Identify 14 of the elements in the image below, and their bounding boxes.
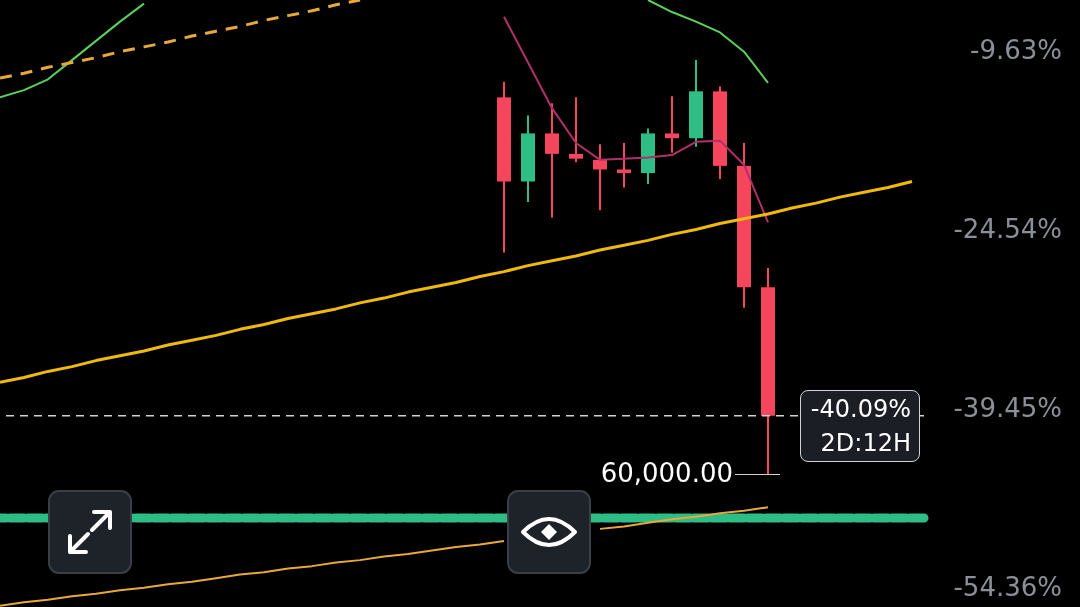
annotation: 2D:12H (819, 428, 912, 457)
ref-line-label: -40.09% (809, 394, 912, 423)
line-series (0, 0, 362, 80)
candlestick (617, 142, 631, 189)
y-tick-label: -9.63% (970, 34, 1062, 65)
candlestick (569, 96, 583, 164)
line-series (503, 15, 769, 224)
y-tick-label: -54.36% (953, 572, 1062, 603)
line-series (0, 180, 914, 384)
y-tick-label: -39.45% (953, 393, 1062, 424)
y-tick-label: -24.54% (953, 213, 1062, 244)
candlestick (665, 95, 679, 154)
candlestick (545, 102, 559, 219)
annotation: 60,000.00 (600, 457, 733, 488)
